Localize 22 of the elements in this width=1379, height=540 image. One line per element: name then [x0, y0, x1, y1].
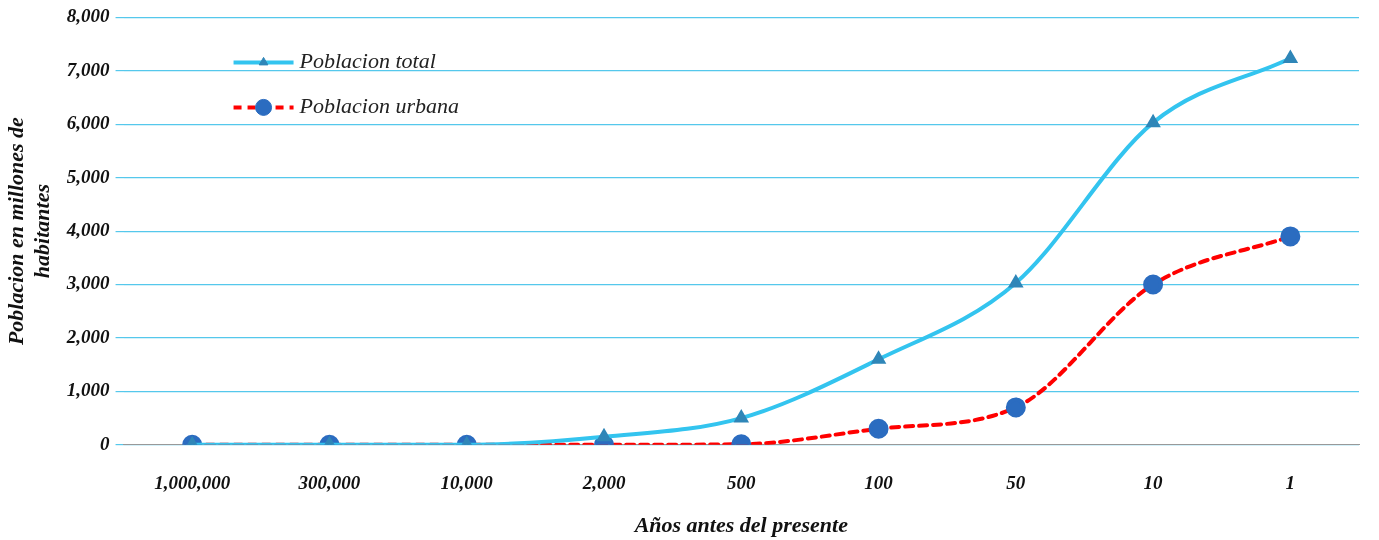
x-tick-label: 500	[727, 472, 757, 494]
legend-label: Poblacion urbana	[298, 93, 460, 119]
legend-label: Poblacion total	[298, 48, 436, 74]
x-tick-label: 2,000	[581, 472, 626, 494]
y-tick-label: 5,000	[66, 165, 111, 187]
y-tick-label: 7,000	[66, 58, 111, 80]
x-tick-label: 1	[1285, 472, 1296, 494]
x-axis-title: Años antes del presente	[632, 512, 849, 538]
x-tick-label: 100	[864, 472, 894, 494]
y-tick-label: 2,000	[65, 325, 111, 347]
x-tick-label: 10,000	[440, 472, 494, 494]
y-tick-label: 0	[100, 432, 111, 454]
x-tick-label: 50	[1006, 472, 1026, 494]
x-tick-label: 1,000,000	[154, 472, 231, 494]
y-tick-label: 6,000	[66, 112, 111, 134]
y-tick-label: 8,000	[66, 5, 111, 27]
y-axis-title: Poblacion en millones de habitantes	[2, 116, 55, 347]
x-tick-label: 300,000	[297, 472, 361, 494]
x-tick-label: 10	[1143, 472, 1164, 494]
y-tick-label: 3,000	[65, 272, 111, 294]
y-tick-label: 1,000	[66, 379, 111, 401]
y-tick-label: 4,000	[65, 219, 111, 241]
